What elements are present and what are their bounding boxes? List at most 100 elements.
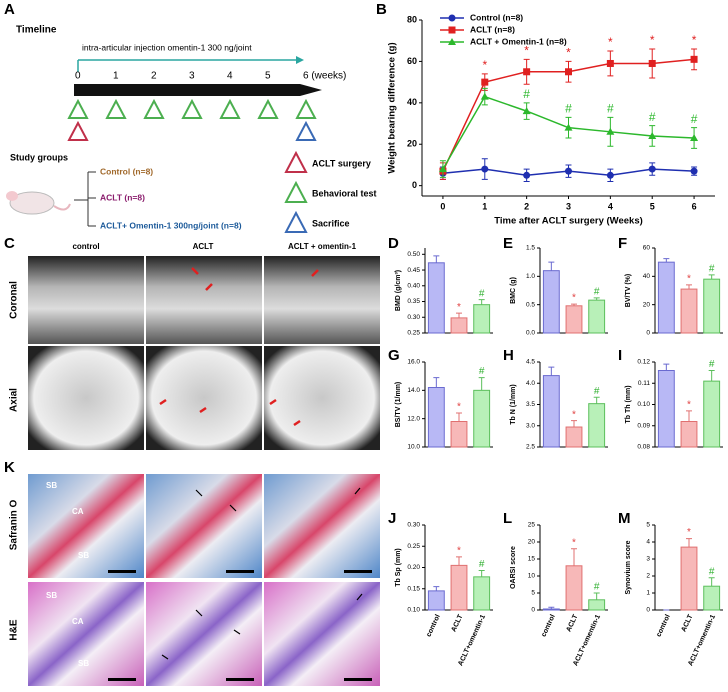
significance-label: # <box>594 287 600 298</box>
x-tick-label: 2 <box>524 201 529 211</box>
histology-image <box>264 474 380 578</box>
significance-label: * <box>687 527 691 538</box>
tissue-label: SB <box>78 659 89 668</box>
y-tick-label: 3 <box>646 556 650 563</box>
bar <box>588 403 606 448</box>
legend-label: ACLT + Omentin-1 (n=8) <box>470 36 567 46</box>
mouse-icon <box>9 191 55 215</box>
panel-letter: L <box>503 510 512 527</box>
y-tick-label: 0.30 <box>407 522 420 529</box>
bar <box>427 387 445 448</box>
y-tick-label: 0.25 <box>407 330 420 337</box>
y-axis-label: BMC (g) <box>510 277 517 304</box>
error-bar <box>708 577 715 587</box>
y-tick-label: 0 <box>531 607 535 614</box>
y-tick-label: 2.5 <box>526 444 535 451</box>
y-axis-label: Tb Th (mm) <box>625 385 632 423</box>
significance-label: * <box>687 400 691 411</box>
tissue-label: CA <box>72 617 84 626</box>
tissue-label: CA <box>72 507 84 516</box>
behavior-triangle <box>295 98 317 119</box>
significance-label: * <box>457 546 461 557</box>
legend-label: Behavioral test <box>312 188 377 198</box>
y-axis-label: Synovium score <box>625 540 632 594</box>
y-tick-label: 0.15 <box>407 585 420 592</box>
week-label: 2 <box>151 71 157 82</box>
y-tick-label: 10 <box>528 573 536 580</box>
significance-label: * <box>457 302 461 313</box>
point <box>606 127 615 135</box>
significance-label: * <box>608 35 613 49</box>
error-bar <box>708 274 715 280</box>
ct-image <box>264 346 380 450</box>
panel-letter: C <box>4 235 15 252</box>
significance-label: # <box>607 101 614 115</box>
y-tick-label: 0.25 <box>407 543 420 550</box>
y-tick-label: 3.5 <box>526 401 535 408</box>
error-bar <box>663 363 670 371</box>
y-tick-label: 4.5 <box>526 359 535 366</box>
y-tick-label: 0 <box>646 330 650 337</box>
significance-label: # <box>523 87 530 101</box>
y-tick-label: 0.30 <box>407 314 420 321</box>
bar <box>588 299 606 334</box>
row-label: Axial <box>9 388 20 412</box>
significance-label: * <box>566 46 571 60</box>
histology-image <box>28 582 144 686</box>
behavior-triangle <box>105 98 127 119</box>
x-tick-label: 5 <box>650 201 655 211</box>
tissue-label: SB <box>46 481 57 490</box>
point <box>564 123 573 131</box>
x-tick-label: ACLT <box>680 613 694 633</box>
significance-label: # <box>479 559 485 570</box>
error-bar <box>593 396 600 404</box>
y-tick-label: 15 <box>528 556 536 563</box>
point <box>481 78 489 86</box>
panel-letter: K <box>4 459 15 476</box>
bar <box>473 576 491 611</box>
scale-bar <box>344 678 372 681</box>
bar <box>542 270 560 334</box>
group-label: ACLT+ Omentin-1 300ng/joint (n=8) <box>100 220 242 230</box>
y-tick-label: 60 <box>407 56 417 66</box>
legend-label: Control (n=8) <box>470 12 523 22</box>
y-tick-label: 4 <box>646 539 650 546</box>
error-bar <box>433 586 440 591</box>
injection-label: intra-articular injection omentin-1 300 … <box>82 42 252 52</box>
bar <box>565 305 583 334</box>
scale-bar <box>344 570 372 573</box>
x-tick-label: 3 <box>566 201 571 211</box>
y-axis-label: BMD (g/cm³) <box>395 270 402 311</box>
sacrifice-triangle <box>295 120 317 141</box>
y-tick-label: 5 <box>646 522 650 529</box>
point <box>523 68 531 76</box>
error-bar <box>708 370 715 382</box>
point <box>648 59 656 67</box>
y-tick-label: 0.35 <box>407 298 420 305</box>
behavior-triangle <box>67 98 89 119</box>
significance-label: * <box>692 33 697 47</box>
point <box>690 55 698 63</box>
significance-label: * <box>482 58 487 72</box>
ct-image <box>28 256 144 344</box>
ct-image <box>146 346 262 450</box>
error-bar <box>571 548 577 566</box>
y-tick-label: 2 <box>646 573 650 580</box>
bar <box>657 370 675 448</box>
point <box>480 92 489 100</box>
y-tick-label: 0 <box>412 180 417 190</box>
bar <box>680 546 698 611</box>
y-tick-label: 20 <box>643 301 651 308</box>
significance-label: * <box>572 537 576 548</box>
week-label: 4 <box>227 71 233 82</box>
row-label: Coronal <box>9 281 20 319</box>
error-bar <box>593 297 600 301</box>
histology-image <box>28 474 144 578</box>
y-tick-label: 80 <box>407 14 417 24</box>
y-tick-label: 0.50 <box>407 251 420 258</box>
point <box>648 131 657 139</box>
y-tick-label: 0.5 <box>526 301 535 308</box>
week-label: 5 <box>265 71 271 82</box>
panel-letter: G <box>388 347 400 364</box>
